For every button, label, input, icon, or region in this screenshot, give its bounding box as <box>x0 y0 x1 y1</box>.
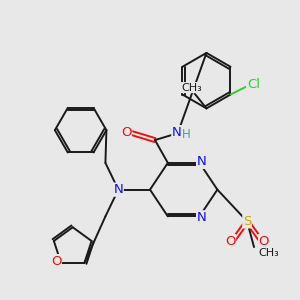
Text: Cl: Cl <box>247 78 260 91</box>
Text: N: N <box>113 183 123 196</box>
Text: S: S <box>243 215 251 228</box>
Text: CH₃: CH₃ <box>258 248 279 258</box>
Text: O: O <box>225 235 236 248</box>
Text: O: O <box>121 126 131 139</box>
Text: N: N <box>172 126 182 139</box>
Text: O: O <box>259 235 269 248</box>
Text: N: N <box>196 155 206 168</box>
Text: O: O <box>51 255 62 268</box>
Text: H: H <box>182 128 191 141</box>
Text: CH₃: CH₃ <box>181 82 202 93</box>
Text: N: N <box>196 211 206 224</box>
